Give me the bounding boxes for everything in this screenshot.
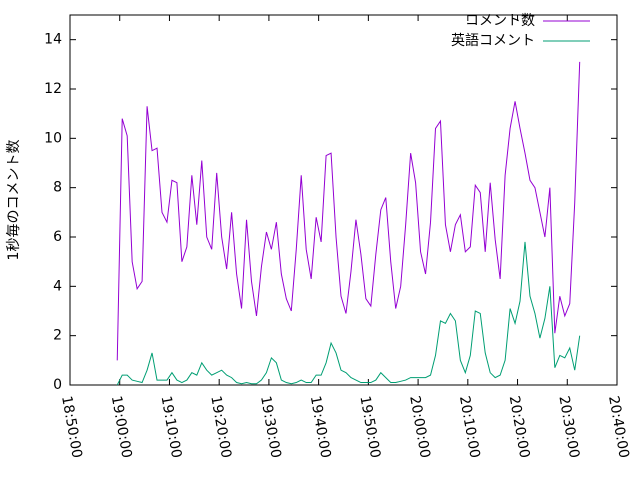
- y-tick-label: 8: [53, 180, 62, 196]
- x-tick-label: 20:30:00: [555, 395, 582, 460]
- x-tick-label: 18:50:00: [58, 395, 85, 460]
- y-tick-label: 0: [53, 377, 62, 393]
- x-tick-label: 19:30:00: [257, 395, 284, 460]
- legend-label: 英語コメント: [451, 32, 535, 49]
- plot-border: [69, 14, 618, 386]
- y-tick-label: 4: [53, 278, 62, 294]
- legend-label: コメント数: [465, 13, 535, 29]
- x-tick-label: 19:50:00: [356, 395, 383, 460]
- x-tick-label: 20:40:00: [605, 395, 632, 460]
- x-tick-label: 19:10:00: [158, 395, 185, 460]
- y-tick-label: 10: [44, 130, 62, 146]
- y-tick-label: 6: [53, 229, 62, 245]
- x-tick-label: 20:20:00: [506, 395, 533, 460]
- x-tick-label: 19:40:00: [307, 395, 334, 460]
- y-tick-label: 2: [53, 328, 62, 344]
- series-line: [116, 61, 581, 361]
- series-line: [116, 241, 581, 386]
- x-tick-label: 19:00:00: [108, 395, 135, 460]
- x-tick-label: 20:00:00: [406, 395, 433, 460]
- x-tick-label: 20:10:00: [456, 395, 483, 460]
- y-tick-label: 12: [44, 81, 62, 97]
- x-tick-label: 19:20:00: [207, 395, 234, 460]
- y-tick-label: 14: [44, 32, 62, 48]
- y-axis-label: 1秒毎のコメント数: [6, 140, 22, 261]
